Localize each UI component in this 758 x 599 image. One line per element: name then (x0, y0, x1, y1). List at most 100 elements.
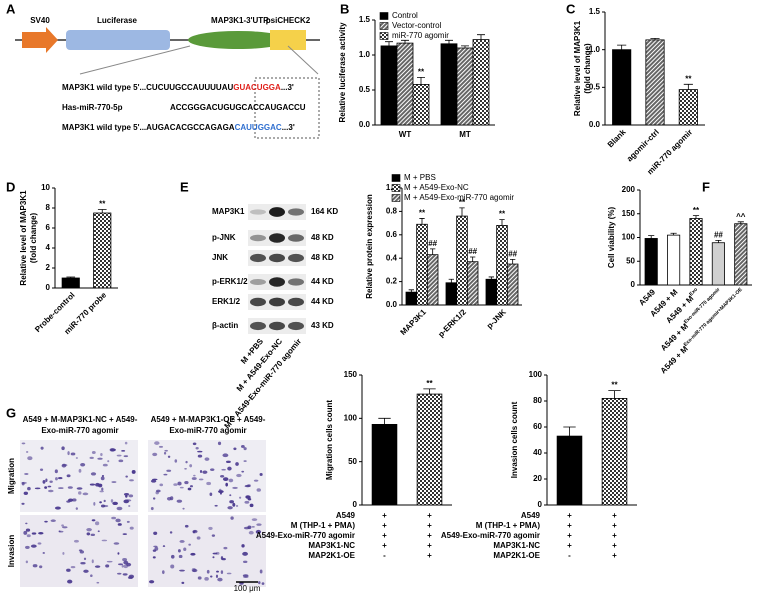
bar (734, 223, 748, 286)
cell (127, 576, 134, 580)
y-tick-label: 0 (353, 500, 358, 509)
cell (197, 454, 203, 458)
cell (241, 470, 245, 473)
y-tick-label: 40 (533, 448, 542, 457)
size-label: 48 KD (311, 253, 334, 262)
error-bar (459, 207, 465, 217)
cell (228, 478, 234, 483)
blot-band (250, 297, 266, 307)
cell (226, 572, 232, 575)
cell (210, 468, 215, 471)
zoom-line (287, 45, 319, 75)
error-bar (499, 219, 505, 226)
error-bar (423, 388, 436, 395)
panel-label: C (566, 1, 576, 16)
cell (163, 473, 168, 476)
significance-label: ## (468, 247, 477, 256)
micrograph (20, 515, 138, 587)
table-row-label: MAP2K1-OE (493, 551, 540, 560)
cell (97, 457, 103, 460)
construct-label: psiCHECK2 (266, 16, 311, 25)
cell (58, 487, 64, 490)
legend-label: M + PBS (404, 173, 436, 182)
table-row-label: A549 (336, 511, 356, 520)
x-tick-label: MT (459, 130, 471, 139)
cell (90, 574, 93, 578)
cell (196, 536, 201, 540)
category-superscript: Exo (689, 287, 700, 298)
cell (128, 505, 131, 507)
sequence-prefix: MAP3K1 wild type 5'...AUGACACGCCAGAGA (62, 123, 235, 132)
size-label: 164 KD (311, 207, 338, 216)
cell (184, 524, 189, 528)
cell (243, 460, 247, 463)
error-bar (378, 417, 391, 425)
cell (101, 487, 104, 491)
cell (99, 501, 102, 504)
cell (198, 478, 204, 481)
cell (86, 532, 91, 536)
cell (125, 475, 128, 478)
luciferase-box (66, 30, 170, 50)
table-row-label: A549 (521, 511, 541, 520)
bar (396, 42, 414, 126)
cell (70, 452, 76, 456)
cell (206, 481, 212, 486)
error-bar (650, 37, 660, 40)
utr-ellipse (188, 31, 288, 49)
cell (232, 486, 238, 489)
cell (188, 543, 191, 546)
scale-label: 100 μm (234, 584, 261, 593)
cell (91, 519, 96, 522)
cell (167, 455, 171, 458)
cell (163, 451, 167, 455)
cell (86, 528, 92, 532)
cell (151, 478, 158, 481)
blot-band (288, 297, 304, 307)
y-tick-label: 0.6 (386, 230, 398, 239)
cell (233, 447, 237, 451)
y-tick-label: 200 (622, 185, 636, 194)
table-row-label: MAP3K1-NC (308, 541, 355, 550)
y-tick-label: 10 (41, 183, 50, 192)
blot-band (250, 253, 266, 263)
cell (67, 451, 70, 456)
bar (380, 45, 398, 126)
y-axis-label: Relative luciferase activity (338, 22, 347, 123)
table-cell: + (382, 521, 387, 530)
cell (54, 506, 61, 510)
cell (100, 476, 105, 481)
cell (97, 530, 100, 533)
cell (121, 450, 126, 452)
cell (122, 533, 128, 535)
cell (242, 551, 248, 556)
cell (117, 552, 120, 555)
legend-label: miR-770 agomir (392, 31, 449, 40)
legend-label: Control (392, 11, 418, 20)
bar (612, 49, 632, 126)
cell (94, 565, 101, 568)
cell (259, 473, 263, 476)
panel-label: G (6, 405, 16, 420)
cell (223, 546, 228, 550)
y-tick-label: 0 (631, 280, 636, 289)
significance-label: ** (685, 74, 692, 83)
y-tick-label: 100 (622, 233, 636, 242)
bar (416, 393, 443, 506)
blot-band (250, 209, 266, 215)
cell (47, 485, 52, 488)
cell (131, 469, 136, 474)
table-row-label: MAP3K1-NC (493, 541, 540, 550)
cell (239, 496, 242, 499)
cell (211, 534, 216, 537)
cell (68, 498, 74, 502)
cell (227, 466, 232, 471)
y-tick-label: 20 (533, 474, 542, 483)
cell (187, 487, 192, 491)
psicheck2-box (270, 30, 306, 50)
table-row-label: A549-Exo-miR-770 agomir (441, 531, 540, 540)
size-label: 48 KD (311, 233, 334, 242)
cell (116, 506, 123, 511)
cell (128, 494, 134, 498)
